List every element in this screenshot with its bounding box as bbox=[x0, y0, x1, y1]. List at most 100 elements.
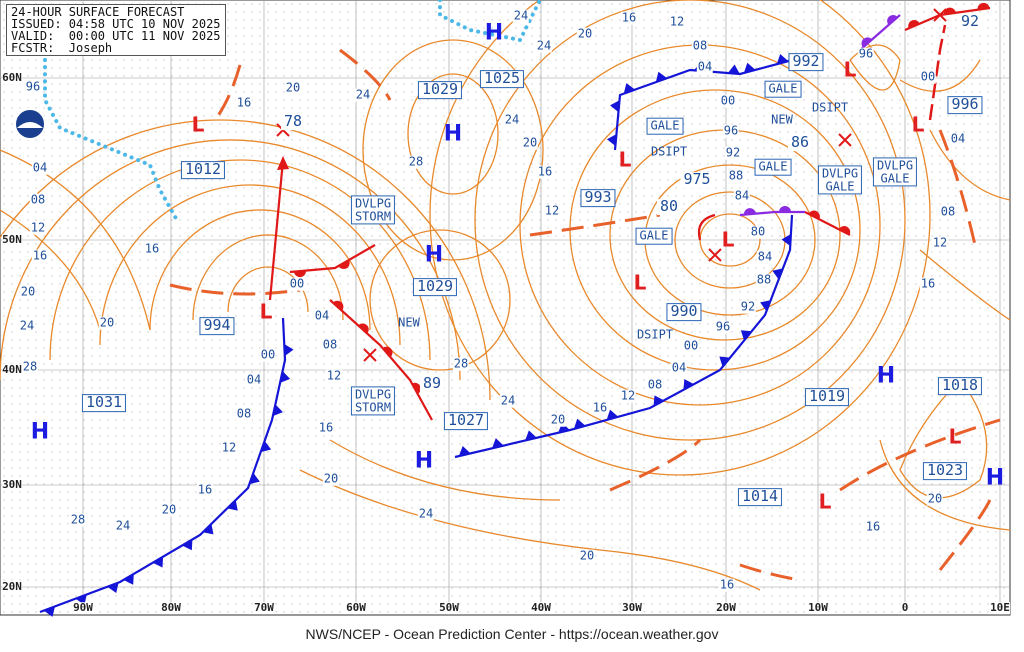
front-symbol bbox=[727, 64, 740, 74]
annotation: GALE bbox=[764, 80, 802, 98]
isobar-label: 04 bbox=[670, 360, 688, 375]
isobar-label: 16 bbox=[317, 420, 335, 435]
trough bbox=[739, 563, 801, 582]
pressure-label: 78 bbox=[280, 113, 306, 130]
isobar-label: 16 bbox=[718, 577, 736, 592]
front-symbol bbox=[743, 208, 756, 215]
longitude-label: 40W bbox=[531, 601, 551, 615]
isobar-label: 84 bbox=[756, 249, 774, 264]
isobar-label: 20 bbox=[549, 412, 567, 427]
pressure-label: 996 bbox=[947, 96, 983, 114]
front-symbol bbox=[293, 270, 306, 278]
front-symbol bbox=[338, 260, 350, 270]
pressure-label: 1031 bbox=[81, 394, 127, 412]
trough bbox=[609, 438, 702, 492]
isobar-label: 84 bbox=[733, 188, 751, 203]
pressure-label: 990 bbox=[666, 303, 702, 321]
front-symbol bbox=[525, 430, 537, 441]
isobar-label: 16 bbox=[196, 482, 214, 497]
isobar bbox=[0, 209, 101, 331]
low-position-x bbox=[838, 133, 852, 147]
trough bbox=[339, 48, 392, 101]
high-center: H bbox=[30, 419, 50, 445]
trough bbox=[213, 64, 242, 121]
noaa-logo-wave bbox=[17, 122, 43, 128]
front-symbol bbox=[760, 300, 771, 312]
isobar-label: 96 bbox=[714, 319, 732, 334]
isobar-label: 16 bbox=[235, 95, 253, 110]
status-label: DSIPT bbox=[650, 144, 688, 159]
isobar-label: 28 bbox=[452, 356, 470, 371]
front bbox=[289, 244, 376, 274]
isobar bbox=[429, 0, 931, 476]
isobar-label: 88 bbox=[727, 168, 745, 183]
front-symbol bbox=[943, 7, 956, 15]
isobar-label: 16 bbox=[864, 519, 882, 534]
status-label: DSIPT bbox=[811, 100, 849, 115]
front-symbol bbox=[781, 234, 791, 247]
isobar-label: 16 bbox=[591, 400, 609, 415]
isobar-label: 24 bbox=[114, 518, 132, 533]
low-center: L bbox=[721, 227, 735, 252]
annotation: DVLPG GALE bbox=[872, 157, 918, 187]
ice-edge bbox=[438, 0, 542, 43]
isobar-label: 20 bbox=[19, 284, 37, 299]
isobar bbox=[149, 209, 371, 331]
longitude-label: 10E bbox=[990, 601, 1010, 615]
front-symbol bbox=[623, 83, 636, 94]
isobar bbox=[299, 469, 761, 591]
pressure-label: 1027 bbox=[443, 412, 489, 430]
longitude-label: 20W bbox=[716, 601, 736, 615]
front-symbol bbox=[610, 100, 620, 113]
front-symbol bbox=[808, 210, 820, 220]
trough bbox=[938, 499, 992, 571]
isobar bbox=[849, 44, 901, 91]
isobar-label: 04 bbox=[696, 59, 714, 74]
longitude-label: 0 bbox=[901, 601, 909, 615]
isobar-label: 16 bbox=[143, 241, 161, 256]
front-symbol bbox=[358, 323, 369, 334]
annotation: GALE bbox=[635, 227, 673, 245]
longitude-label: 30W bbox=[622, 601, 642, 615]
low-center: L bbox=[633, 270, 647, 295]
low-center: L bbox=[948, 424, 962, 449]
ice-edge bbox=[43, 58, 180, 224]
pressure-label: 1014 bbox=[737, 488, 783, 506]
isobar-label: 12 bbox=[931, 235, 949, 250]
isobar-label: 80 bbox=[749, 224, 767, 239]
front-symbol bbox=[491, 438, 504, 449]
longitude-label: 90W bbox=[73, 601, 93, 615]
isobar-label: 20 bbox=[160, 502, 178, 517]
front-symbol bbox=[779, 206, 791, 212]
front-symbol bbox=[772, 268, 783, 280]
isobar bbox=[879, 439, 1011, 531]
low-position-x bbox=[708, 248, 722, 262]
isobar-label: 08 bbox=[691, 38, 709, 53]
front-symbol bbox=[719, 356, 731, 367]
latitude-label: 40N bbox=[2, 363, 22, 377]
isobar bbox=[49, 159, 431, 361]
front-symbol bbox=[861, 37, 873, 48]
isobar-label: 92 bbox=[724, 145, 742, 160]
isobar bbox=[99, 184, 401, 346]
isobar-label: 08 bbox=[939, 204, 957, 219]
header: 24-HOUR SURFACE FORECAST ISSUED: 04:58 U… bbox=[6, 4, 226, 56]
annotation: GALE bbox=[646, 117, 684, 135]
front-symbol bbox=[284, 344, 294, 357]
isobar bbox=[407, 73, 499, 195]
front-symbol bbox=[683, 379, 694, 390]
low-center: L bbox=[911, 112, 925, 137]
isobar-label: 24 bbox=[18, 318, 36, 333]
isobar-label: 16 bbox=[919, 276, 937, 291]
isobar-label: 04 bbox=[31, 160, 49, 175]
longitude-label: 10W bbox=[808, 601, 828, 615]
isobar-label: 12 bbox=[543, 203, 561, 218]
low-center: L bbox=[618, 147, 632, 172]
isobar bbox=[474, 0, 906, 441]
isobar-label: 12 bbox=[668, 14, 686, 29]
isobar bbox=[192, 234, 344, 321]
isobar-label: 04 bbox=[313, 308, 331, 323]
arrow-head bbox=[277, 156, 289, 170]
